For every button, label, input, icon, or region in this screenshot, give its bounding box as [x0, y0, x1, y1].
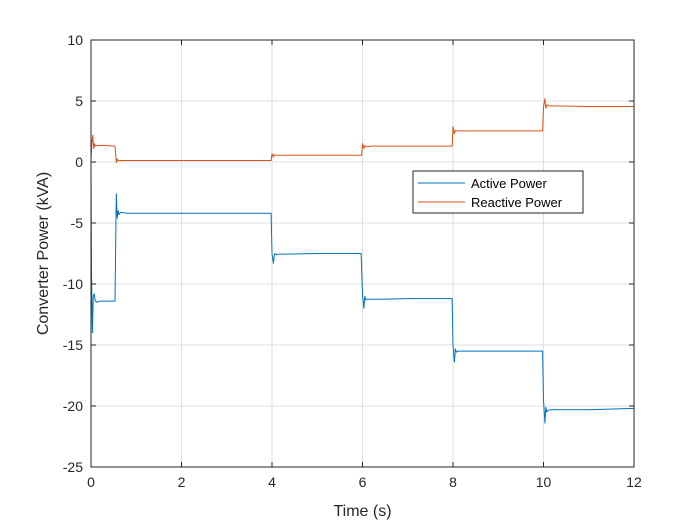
- series-line-reactive-power: [90, 98, 634, 164]
- y-tick-label: -5: [71, 215, 84, 231]
- legend-label-active-power: Active Power: [471, 176, 548, 191]
- y-tick-label: 5: [75, 93, 83, 109]
- tick-labels: 0 2 4 6 8 10 12 10 5 0 -5 -10 -15 -20 -25: [63, 32, 642, 490]
- x-tick-label: 0: [87, 474, 95, 490]
- x-tick-label: 6: [359, 474, 367, 490]
- y-tick-label: -20: [63, 398, 83, 414]
- series-layer: [90, 98, 635, 424]
- legend-label-reactive-power: Reactive Power: [471, 195, 563, 210]
- series-line-active-power: [90, 168, 635, 424]
- x-tick-label: 12: [626, 474, 642, 490]
- y-axis-label: Converter Power (kVA): [35, 172, 52, 335]
- x-axis-label: Time (s): [333, 503, 391, 520]
- legend-box: [412, 170, 584, 214]
- x-tick-label: 10: [536, 474, 552, 490]
- y-tick-label: -15: [63, 337, 83, 353]
- y-tick-label: -25: [63, 459, 83, 475]
- y-tick-label: 0: [75, 154, 83, 170]
- legend: Active Power Reactive Power: [412, 170, 584, 214]
- ticks: [90, 39, 635, 468]
- x-tick-label: 2: [178, 474, 186, 490]
- x-tick-label: 8: [449, 474, 457, 490]
- x-tick-label: 4: [268, 474, 276, 490]
- y-tick-label: -10: [63, 276, 83, 292]
- y-tick-label: 10: [67, 32, 83, 48]
